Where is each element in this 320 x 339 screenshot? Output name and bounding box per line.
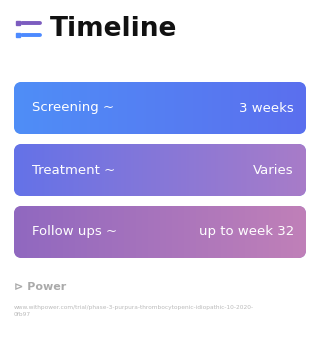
Text: 3 weeks: 3 weeks [239,101,294,115]
Text: Varies: Varies [253,163,294,177]
Text: Follow ups ~: Follow ups ~ [32,225,117,239]
FancyBboxPatch shape [14,206,306,258]
Text: Timeline: Timeline [50,16,177,42]
Text: Treatment ~: Treatment ~ [32,163,115,177]
FancyBboxPatch shape [14,144,306,196]
FancyBboxPatch shape [14,82,306,134]
Text: up to week 32: up to week 32 [199,225,294,239]
Text: Screening ~: Screening ~ [32,101,114,115]
Text: ⊳ Power: ⊳ Power [14,282,66,292]
Text: www.withpower.com/trial/phase-3-purpura-thrombocytopenic-idiopathic-10-2020-
0fb: www.withpower.com/trial/phase-3-purpura-… [14,305,254,317]
